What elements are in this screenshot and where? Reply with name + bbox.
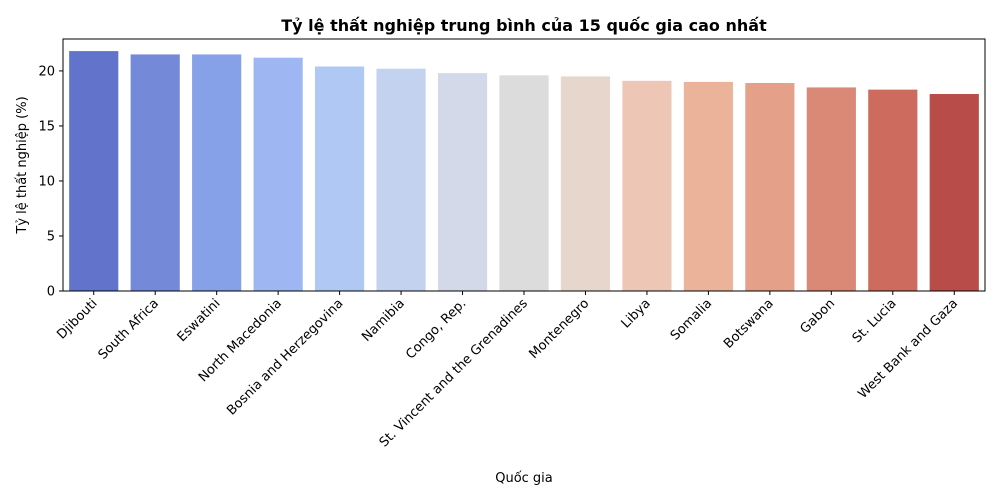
y-tick-label: 5 [47, 229, 55, 244]
y-axis: 0 5 10 15 20 [38, 64, 63, 300]
x-tick-label: Djibouti [54, 296, 100, 342]
x-tick-label: South Africa [96, 296, 162, 362]
y-tick-label: 15 [38, 119, 55, 134]
bar [437, 73, 488, 291]
bar [499, 75, 549, 291]
bar [683, 81, 733, 291]
y-axis-label: Tỷ lệ thất nghiệp (%) [15, 96, 30, 234]
bar [806, 87, 856, 291]
x-tick-label: Libya [619, 296, 654, 331]
bar [130, 54, 180, 291]
x-tick-label: Botswana [721, 296, 777, 352]
x-tick-label: St. Lucia [850, 296, 900, 346]
bar [622, 80, 672, 291]
x-axis-label: Quốc gia [495, 471, 553, 486]
x-tick-label: Somalia [668, 296, 715, 343]
x-tick-label: Bosnia and Herzegovina [224, 296, 346, 418]
x-tick-label: Gabon [798, 296, 839, 337]
bar [376, 68, 426, 292]
bar [253, 57, 303, 292]
plot-frame [62, 38, 986, 292]
bar [560, 76, 611, 291]
y-tick-label: 10 [38, 174, 55, 189]
chart-title: Tỷ lệ thất nghiệp trung bình của 15 quốc… [281, 16, 767, 35]
bar [192, 54, 242, 291]
bar [69, 51, 119, 291]
x-tick-label: Montenegro [527, 296, 593, 362]
bar [868, 89, 918, 292]
x-tick-label: Eswatini [175, 296, 224, 345]
x-tick-label: Namibia [359, 296, 408, 345]
x-tick-label: West Bank and Gaza [856, 296, 962, 402]
bar [315, 66, 365, 291]
bar [929, 94, 979, 292]
y-tick-label: 0 [47, 285, 55, 300]
y-tick-label: 20 [38, 64, 55, 79]
bars-group [69, 51, 979, 292]
bar [745, 83, 795, 292]
x-tick-label: Congo, Rep. [403, 296, 469, 362]
